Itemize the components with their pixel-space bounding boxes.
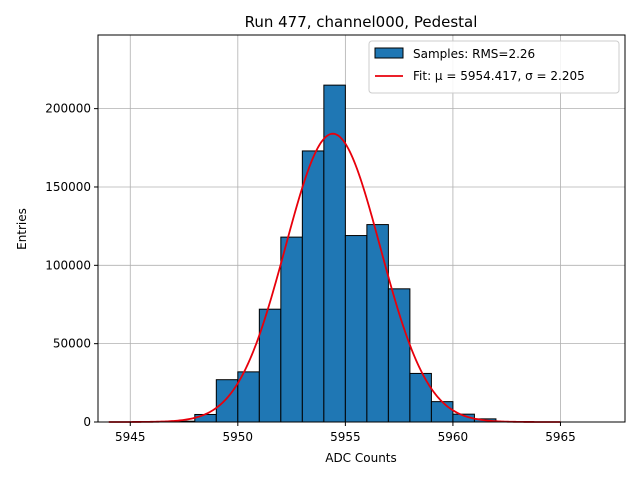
y-axis-ticks: 0 50000 100000 150000 200000 (45, 102, 98, 429)
y-tick-label: 200000 (45, 102, 91, 116)
legend-frame (368, 40, 620, 94)
histogram-bar (344, 235, 368, 423)
legend-swatch-samples (374, 47, 404, 59)
y-axis-label: Entries (15, 208, 29, 250)
fit-curve-group (108, 132, 561, 423)
histogram-bar (430, 401, 454, 423)
plot-frame (97, 34, 626, 423)
x-tick-label: 5960 (438, 430, 469, 444)
histogram-bar (301, 150, 325, 423)
chart-title: Run 477, channel000, Pedestal (245, 13, 478, 31)
x-axis-label: ADC Counts (325, 451, 397, 465)
y-tick-label: 50000 (53, 337, 91, 351)
histogram-bars (172, 84, 518, 423)
x-tick-label: 5945 (115, 430, 146, 444)
histogram-bar (366, 224, 389, 423)
fit-curve (108, 132, 561, 423)
y-tick-label: 0 (83, 415, 91, 429)
histogram-bar (194, 413, 217, 423)
x-tick-label: 5950 (223, 430, 254, 444)
x-tick-label: 5955 (330, 430, 361, 444)
y-tick-label: 150000 (45, 180, 91, 194)
histogram-bar (215, 379, 239, 423)
histogram-bar (280, 236, 303, 423)
legend: Samples: RMS=2.26 Fit: μ = 5954.417, σ =… (368, 40, 620, 94)
x-tick-label: 5965 (545, 430, 576, 444)
histogram-bar (387, 288, 411, 423)
legend-label-samples: Samples: RMS=2.26 (413, 47, 535, 61)
x-axis-ticks: 5945 5950 5955 5960 5965 (115, 422, 576, 444)
histogram-bar (409, 372, 432, 423)
legend-label-fit: Fit: μ = 5954.417, σ = 2.205 (413, 69, 585, 83)
y-tick-label: 100000 (45, 258, 91, 272)
